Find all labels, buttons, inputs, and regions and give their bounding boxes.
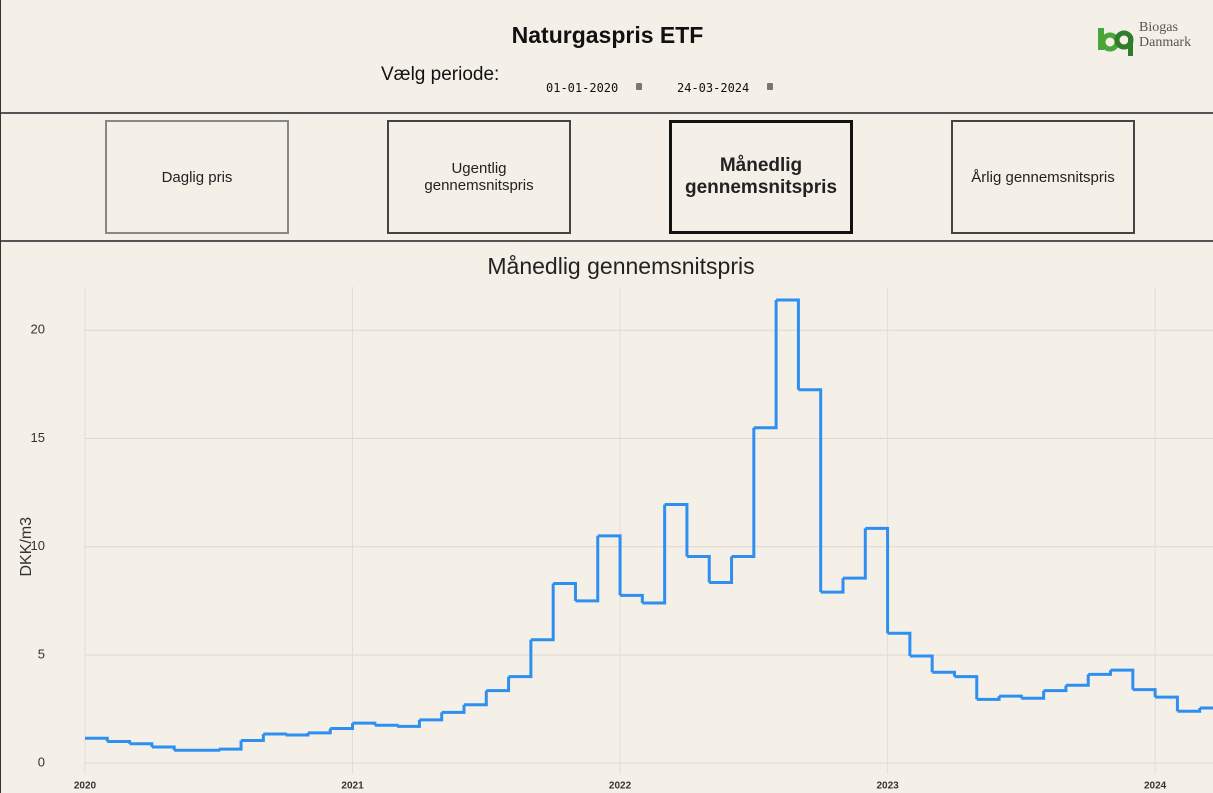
tab-button[interactable]: Månedlig gennemsnitspris (669, 120, 853, 234)
line-step (865, 526, 890, 634)
y-tick-label: 0 (38, 755, 45, 770)
y-tick-label: 15 (31, 430, 45, 445)
line-step (196, 748, 221, 752)
chart-title: Månedlig gennemsnitspris (487, 253, 754, 279)
line-step (932, 670, 956, 677)
line-step (620, 593, 644, 604)
line-step (575, 535, 600, 603)
y-tick-label: 5 (38, 646, 45, 661)
y-tick-label: 20 (31, 322, 45, 337)
tab-button[interactable]: Daglig pris (105, 120, 289, 234)
line-step (798, 388, 823, 593)
tab-button[interactable]: Årlig gennemsnitspris (951, 120, 1135, 234)
logo-text: Biogas Danmark (1139, 20, 1191, 50)
line-step (397, 719, 421, 728)
line-step (597, 534, 622, 596)
line-step (107, 740, 132, 744)
tab-button[interactable]: Ugentlig gennemsnitspris (387, 120, 571, 234)
line-step (530, 583, 555, 642)
line-step (508, 639, 533, 679)
line-step (1021, 690, 1046, 700)
x-tick-label: 2020 (74, 781, 97, 792)
line-step (1110, 668, 1135, 690)
line-step (553, 582, 577, 601)
line-step (241, 733, 265, 742)
line-step (85, 736, 109, 742)
logo-line: Biogas (1139, 20, 1178, 35)
x-tick-label: 2022 (609, 781, 632, 792)
line-step (129, 742, 154, 747)
line-step (999, 694, 1023, 699)
line-step (374, 723, 399, 727)
line-step (887, 631, 912, 657)
line-step (419, 712, 444, 722)
x-tick-label: 2023 (876, 781, 899, 792)
logo-line: Danmark (1139, 35, 1192, 50)
line-step (285, 732, 310, 737)
line-step (464, 690, 488, 707)
logo-icon (1098, 28, 1134, 56)
line-step (1155, 695, 1179, 712)
line-step (307, 728, 332, 735)
line-step (664, 503, 689, 557)
line-step (976, 696, 1001, 701)
end-date[interactable]: 24-03-2024 (667, 70, 787, 102)
line-step (1132, 688, 1157, 698)
line-step (954, 675, 979, 700)
line-step (776, 298, 800, 390)
start-date[interactable]: 01-01-2020 (536, 70, 656, 102)
x-tick-label: 2021 (341, 781, 364, 792)
line-step (686, 554, 711, 583)
line-step (642, 504, 667, 605)
line-step (753, 299, 778, 430)
line-step (1043, 685, 1068, 693)
line-step (218, 740, 243, 751)
line-step (1065, 674, 1090, 687)
page-title: Naturgaspris ETF (511, 22, 704, 48)
line-step (1088, 670, 1113, 676)
button-bar: Daglig pris Ugentlig gennemsnitspris Måned… (1, 112, 1213, 242)
line-step (352, 721, 377, 726)
line-step (709, 556, 734, 584)
line-step (1177, 707, 1202, 713)
x-tick-label: 2024 (1144, 781, 1167, 792)
period-label: Vælg periode: (381, 64, 500, 85)
line-step (731, 427, 756, 558)
line-step (909, 654, 934, 673)
line-step (441, 704, 466, 714)
header: Naturgaspris ETF Vælg periode: 01-01-202… (1, 0, 1213, 114)
line-step (263, 732, 288, 736)
line-step (151, 745, 176, 751)
y-axis-label: DKK/m3 (18, 517, 35, 577)
line-step (843, 528, 867, 580)
line-step (486, 676, 511, 693)
line-step (330, 723, 355, 731)
y-tick-label: 10 (31, 538, 45, 553)
chart: Månedlig gennemsnitsprisDKK/m30510152020… (18, 253, 1213, 792)
line-step (820, 578, 845, 594)
